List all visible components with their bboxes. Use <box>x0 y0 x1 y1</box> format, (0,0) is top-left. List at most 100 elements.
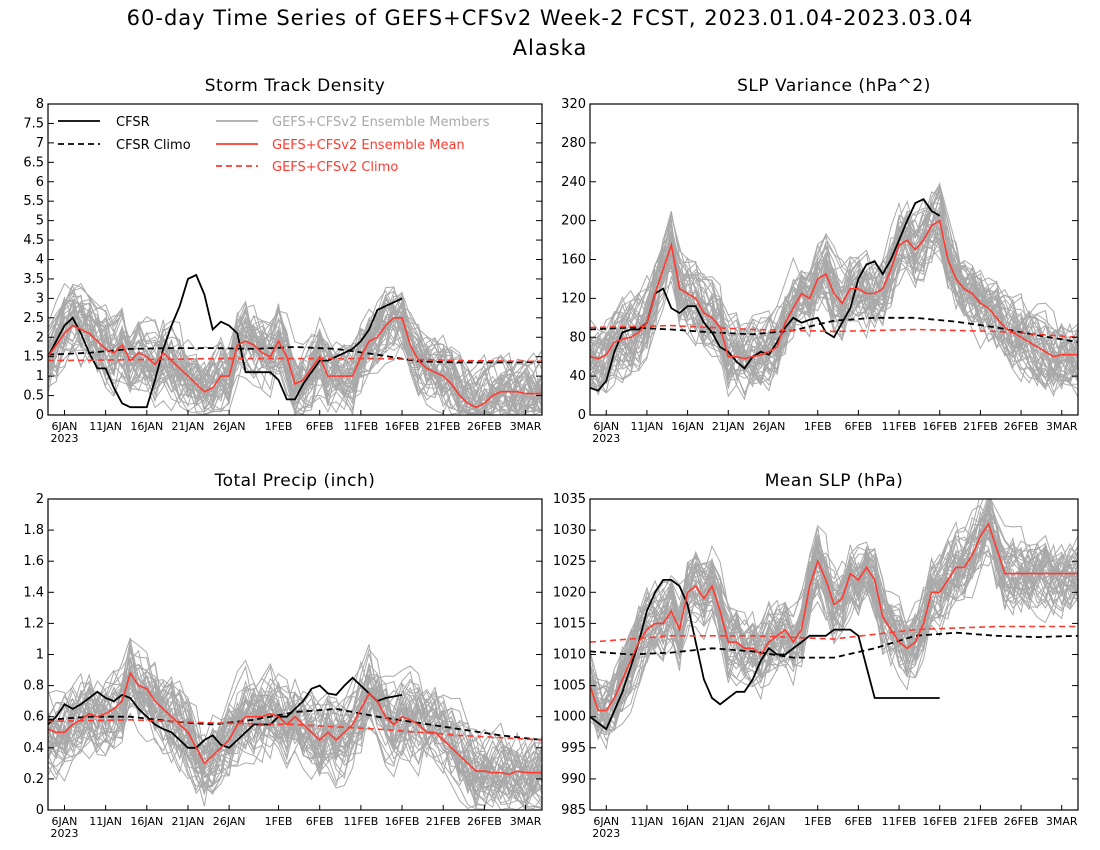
legend-label: GEFS+CFSv2 Ensemble Mean <box>272 138 465 153</box>
y-tick-label: 0.8 <box>23 679 44 694</box>
figure-title: 60-day Time Series of GEFS+CFSv2 Week-2 … <box>126 6 974 30</box>
y-tick-label: 1.8 <box>23 523 44 538</box>
ensemble-member-line <box>590 517 1078 733</box>
x-tick-label: 1FEB <box>804 815 832 828</box>
x-year-label: 2023 <box>592 432 620 445</box>
ensemble-member-line <box>590 510 1078 733</box>
ensemble-member-line <box>590 181 1078 386</box>
y-tick-label: 8 <box>36 97 44 112</box>
y-tick-label: 0 <box>36 408 44 423</box>
series-gefs-cfsv2-climo-total-precip <box>48 718 542 741</box>
x-tick-label: 11JAN <box>89 420 122 433</box>
x-tick-label: 21FEB <box>963 420 998 433</box>
legend-label: GEFS+CFSv2 Climo <box>272 160 398 175</box>
y-tick-label: 240 <box>561 175 586 190</box>
y-tick-label: 1 <box>36 369 44 384</box>
ensemble-members-slp-variance <box>590 181 1078 401</box>
y-tick-label: 320 <box>561 97 586 112</box>
ensemble-member-line <box>590 499 1078 722</box>
x-tick-label: 16FEB <box>922 420 957 433</box>
x-tick-label: 26JAN <box>753 815 786 828</box>
y-tick-label: 6.5 <box>23 155 44 170</box>
y-tick-label: 1.2 <box>23 616 44 631</box>
panel-title-storm-track: Storm Track Density <box>204 76 386 96</box>
ensemble-member-line <box>48 673 542 808</box>
ensemble-member-line <box>590 208 1078 381</box>
series-gefs-cfsv2-ensemble-mean-slp-variance <box>590 219 1078 360</box>
x-tick-label: 26FEB <box>1004 420 1039 433</box>
y-tick-label: 0 <box>36 803 44 818</box>
ensemble-member-line <box>590 499 1078 725</box>
panel-title-total-precip: Total Precip (inch) <box>214 471 376 491</box>
y-tick-label: 1015 <box>553 616 586 631</box>
x-tick-label: 1FEB <box>265 420 293 433</box>
x-tick-label: 6FEB <box>306 815 334 828</box>
x-tick-label: 6FEB <box>844 420 872 433</box>
plot-area-mean-slp <box>590 499 1078 750</box>
y-tick-label: 1.5 <box>23 350 44 365</box>
x-tick-label: 16JAN <box>130 815 163 828</box>
y-tick-label: 995 <box>561 741 586 756</box>
ensemble-members-total-precip <box>48 637 542 810</box>
series-gefs-cfsv2-ensemble-mean-total-precip <box>48 671 542 776</box>
x-tick-label: 3MAR <box>510 815 542 828</box>
x-tick-label: 16JAN <box>130 420 163 433</box>
series-gefs-cfsv2-climo-mean-slp <box>590 625 1078 643</box>
x-tick-label: 6JAN <box>52 815 78 828</box>
x-tick-label: 21JAN <box>172 815 205 828</box>
x-tick-label: 3MAR <box>1046 815 1078 828</box>
series-gefs-cfsv2-climo-slp-variance <box>590 324 1078 339</box>
y-tick-label: 2 <box>36 330 44 345</box>
ensemble-members-mean-slp <box>590 499 1078 750</box>
ensemble-member-line <box>48 659 542 784</box>
x-tick-label: 21JAN <box>712 815 745 828</box>
x-tick-label: 16JAN <box>671 815 704 828</box>
figure-subtitle-region: Alaska <box>512 36 588 60</box>
x-tick-label: 11FEB <box>882 815 917 828</box>
x-tick-label: 16JAN <box>671 420 704 433</box>
y-tick-label: 1 <box>36 648 44 663</box>
x-tick-label: 21FEB <box>963 815 998 828</box>
x-tick-label: 11FEB <box>343 420 378 433</box>
x-tick-label: 6JAN <box>593 815 619 828</box>
y-tick-label: 0.6 <box>23 710 44 725</box>
x-tick-label: 21FEB <box>426 420 461 433</box>
ensemble-member-line <box>590 499 1078 713</box>
series-gefs-cfsv2-climo-storm-track <box>48 357 542 363</box>
y-tick-label: 1.6 <box>23 554 44 569</box>
x-tick-label: 1FEB <box>265 815 293 828</box>
y-tick-label: 4 <box>36 253 44 268</box>
legend-label: GEFS+CFSv2 Ensemble Members <box>272 115 490 130</box>
y-tick-label: 985 <box>561 803 586 818</box>
y-tick-label: 4.5 <box>23 233 44 248</box>
y-tick-label: 0.4 <box>23 741 44 756</box>
ensemble-member-line <box>48 294 542 408</box>
y-tick-label: 1.4 <box>23 585 44 600</box>
y-tick-label: 7 <box>36 136 44 151</box>
y-tick-label: 990 <box>561 772 586 787</box>
x-tick-label: 11JAN <box>89 815 122 828</box>
x-year-label: 2023 <box>592 827 620 840</box>
y-tick-label: 0.2 <box>23 772 44 787</box>
ensemble-member-line <box>590 218 1078 379</box>
ensemble-member-line <box>590 195 1078 388</box>
series-cfsr-climo-storm-track <box>48 346 542 364</box>
y-tick-label: 1030 <box>553 523 586 538</box>
series-cfsr-climo-total-precip <box>48 707 542 741</box>
x-tick-label: 26JAN <box>213 815 246 828</box>
y-tick-label: 120 <box>561 291 586 306</box>
x-tick-label: 3MAR <box>510 420 542 433</box>
plot-area-total-precip <box>48 637 542 810</box>
x-tick-label: 6FEB <box>306 420 334 433</box>
y-tick-label: 5.5 <box>23 194 44 209</box>
y-tick-label: 1020 <box>553 585 586 600</box>
ensemble-member-line <box>590 225 1078 383</box>
ensemble-member-line <box>48 302 542 414</box>
ensemble-member-line <box>590 529 1078 725</box>
y-tick-label: 1025 <box>553 554 586 569</box>
ensemble-member-line <box>590 210 1078 392</box>
ensemble-member-line <box>590 194 1078 395</box>
x-year-label: 2023 <box>50 432 78 445</box>
plot-area-storm-track <box>48 273 542 415</box>
